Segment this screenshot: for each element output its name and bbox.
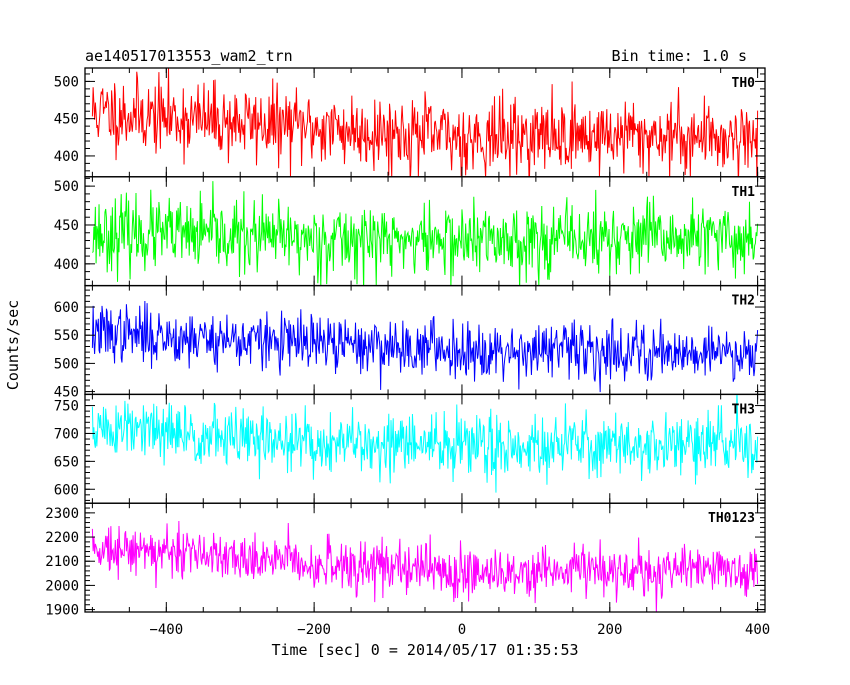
y-tick-label: 700 bbox=[54, 426, 79, 442]
y-tick-label: 450 bbox=[54, 112, 79, 128]
panel-th3: 600 650 700 750 TH3 bbox=[54, 393, 766, 504]
series-label-th2: TH2 bbox=[732, 294, 755, 309]
y-tick-label: 2100 bbox=[45, 554, 79, 570]
panels: 400 450 500 TH0 400 450 500 TH1 450 500 550 600 TH2 6… bbox=[45, 67, 770, 638]
y-tick-label: 600 bbox=[54, 482, 79, 498]
series-line-th2 bbox=[91, 300, 759, 393]
series-label-th0123: TH0123 bbox=[708, 511, 755, 526]
panel-th1: 400 450 500 TH1 bbox=[54, 176, 766, 287]
y-axis-label: Counts/sec bbox=[4, 300, 22, 390]
x-axis-label: Time [sec] 0 = 2014/05/17 01:35:53 bbox=[271, 641, 578, 659]
y-tick-label: 1900 bbox=[45, 603, 79, 619]
series-line-th3 bbox=[91, 394, 759, 493]
series-line-th0 bbox=[91, 68, 759, 177]
y-tick-label: 2200 bbox=[45, 530, 79, 546]
y-tick-label: 650 bbox=[54, 454, 79, 470]
series-label-th3: TH3 bbox=[732, 402, 755, 417]
y-tick-label: 450 bbox=[54, 385, 79, 401]
y-tick-label: 750 bbox=[54, 399, 79, 415]
chart-title: ae140517013553_wam2_trn bbox=[85, 47, 293, 65]
x-tick-label: 200 bbox=[597, 622, 622, 638]
y-tick-label: 2000 bbox=[45, 578, 79, 594]
panel-th2: 450 500 550 600 TH2 bbox=[54, 284, 766, 401]
y-tick-label: 550 bbox=[54, 328, 79, 344]
y-tick-label: 500 bbox=[54, 74, 79, 90]
y-tick-label: 400 bbox=[54, 257, 79, 273]
y-tick-label: 450 bbox=[54, 218, 79, 234]
panel-th0: 400 450 500 TH0 bbox=[54, 67, 766, 178]
y-tick-label: 500 bbox=[54, 356, 79, 372]
x-tick-label: −200 bbox=[297, 622, 331, 638]
x-tick-label: 0 bbox=[458, 622, 466, 638]
series-label-th0: TH0 bbox=[732, 76, 756, 91]
series-line-th0123 bbox=[91, 520, 759, 613]
y-tick-label: 500 bbox=[54, 179, 79, 195]
panel-th0123: 1900 2000 2100 2200 2300 TH0123 bbox=[45, 502, 766, 619]
series-label-th1: TH1 bbox=[732, 185, 756, 200]
x-tick-label: 400 bbox=[745, 622, 770, 638]
x-tick-label: −400 bbox=[149, 622, 183, 638]
y-tick-label: 600 bbox=[54, 300, 79, 316]
y-tick-label: 400 bbox=[54, 149, 79, 165]
series-line-th1 bbox=[92, 181, 759, 286]
y-tick-label: 2300 bbox=[45, 506, 79, 522]
bin-time-label: Bin time: 1.0 s bbox=[612, 47, 747, 65]
